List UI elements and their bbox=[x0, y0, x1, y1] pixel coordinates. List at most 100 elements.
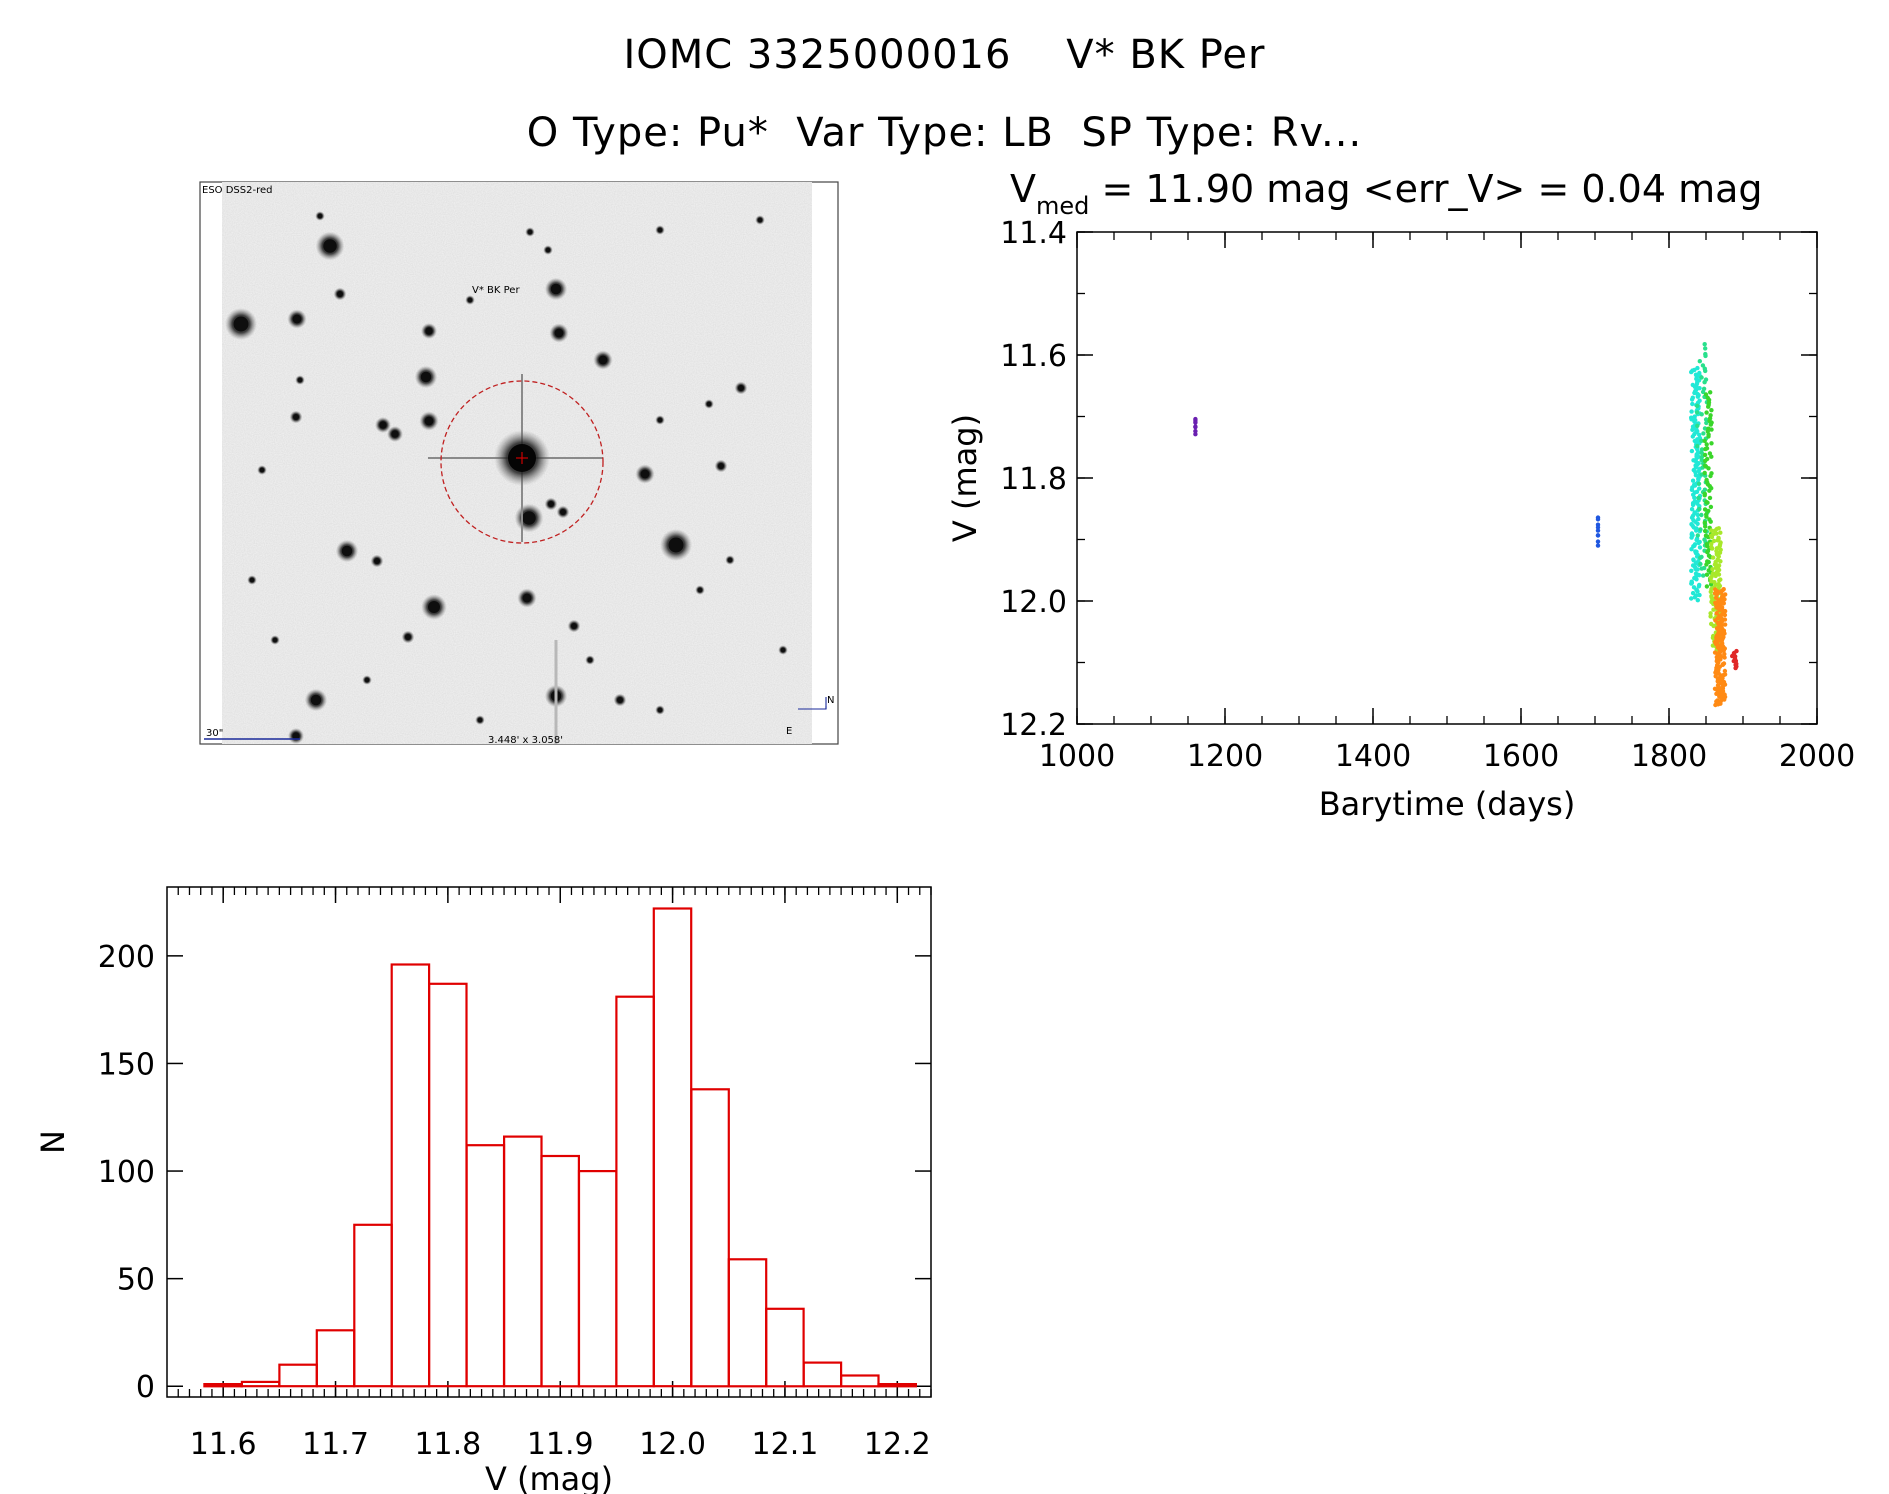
lc-data-point bbox=[1709, 541, 1714, 546]
field-star-core bbox=[292, 314, 302, 324]
lc-data-point bbox=[1689, 568, 1694, 573]
field-star-core bbox=[428, 601, 440, 613]
lc-data-point bbox=[1697, 386, 1702, 391]
hist-bar bbox=[690, 1088, 730, 1388]
lc-data-point bbox=[1693, 473, 1699, 478]
field-star-core bbox=[391, 430, 399, 438]
lc-data-point bbox=[1708, 390, 1713, 395]
field-star-core bbox=[297, 377, 303, 383]
lc-data-point bbox=[1704, 410, 1709, 415]
compass-lines bbox=[798, 697, 827, 710]
lc-data-point bbox=[1692, 595, 1698, 600]
hist-bar bbox=[503, 1135, 543, 1388]
lc-data-point bbox=[1595, 525, 1601, 530]
lc-data-point bbox=[1708, 582, 1714, 587]
field-star-core bbox=[522, 511, 536, 525]
field-star-core bbox=[697, 587, 703, 593]
hist-bar bbox=[353, 1223, 393, 1388]
field-star-core bbox=[560, 509, 566, 515]
lc-data-point bbox=[1704, 584, 1710, 589]
hist-x-tick-label: 12.2 bbox=[864, 1427, 931, 1462]
lc-data-point bbox=[1689, 507, 1695, 512]
lc-data-point bbox=[1704, 420, 1709, 426]
lc-data-point bbox=[1710, 635, 1716, 640]
hist-x-tick-label: 11.7 bbox=[302, 1427, 369, 1462]
lc-data-point bbox=[1696, 584, 1702, 589]
lc-data-point bbox=[1708, 611, 1713, 616]
lc-data-point bbox=[1702, 528, 1708, 534]
lc-y-tick-label: 11.4 bbox=[1000, 216, 1067, 251]
figure-title: IOMC 3325000016 V* BK Per bbox=[623, 32, 1266, 78]
lc-x-tick-label: 1000 bbox=[1039, 739, 1115, 774]
finder-chart: ESO DSS2-red V* BK Per 30" 3.448' x 3.05… bbox=[199, 181, 839, 746]
lc-data-point bbox=[1721, 601, 1727, 606]
lc-data-point bbox=[1703, 446, 1708, 452]
lc-data-point bbox=[1713, 702, 1718, 708]
lc-data-point bbox=[1699, 375, 1704, 380]
lc-data-point bbox=[1698, 561, 1703, 567]
field-star-core bbox=[617, 697, 623, 703]
lc-data-point bbox=[1709, 427, 1714, 432]
hist-bar bbox=[315, 1329, 356, 1388]
compass-n-label: N bbox=[827, 695, 834, 706]
lc-data-point bbox=[1711, 623, 1716, 629]
lc-data-point bbox=[1699, 566, 1704, 571]
lc-data-point bbox=[1703, 353, 1708, 359]
lc-data-point bbox=[1708, 589, 1714, 594]
lc-data-point bbox=[1706, 434, 1711, 439]
lc-data-point bbox=[1696, 481, 1702, 486]
lc-data-point bbox=[1193, 432, 1198, 437]
lc-x-tick-label: 1600 bbox=[1483, 739, 1559, 774]
lc-data-point bbox=[1690, 427, 1695, 432]
hist-bars bbox=[203, 907, 918, 1388]
lc-data-point bbox=[1695, 589, 1700, 594]
lc-data-point bbox=[1709, 534, 1715, 540]
lc-data-point bbox=[1704, 442, 1709, 447]
lc-data-point bbox=[1700, 363, 1706, 368]
lc-data-point bbox=[1690, 434, 1696, 439]
lc-data-point bbox=[1702, 458, 1708, 464]
lc-data-point bbox=[1694, 528, 1699, 533]
lc-data-point bbox=[1690, 478, 1696, 483]
lc-data-point bbox=[1689, 581, 1694, 586]
lc-y-tick-label: 12.2 bbox=[1000, 708, 1067, 743]
lc-x-tick-label: 2000 bbox=[1779, 739, 1855, 774]
lc-data-point bbox=[1711, 607, 1716, 612]
target-marker bbox=[428, 374, 604, 544]
lc-data-point bbox=[1711, 538, 1717, 544]
scale-bar: 30" bbox=[204, 728, 300, 740]
field-star-core bbox=[259, 467, 265, 473]
hist-y-tick-label: 150 bbox=[98, 1047, 155, 1082]
lc-data-point bbox=[1689, 369, 1694, 375]
hist-x-tick-label: 11.8 bbox=[414, 1427, 481, 1462]
lc-data-point bbox=[1696, 516, 1701, 522]
lc-data-point bbox=[1695, 533, 1701, 538]
hist-bar bbox=[652, 907, 693, 1388]
lc-data-point bbox=[1708, 519, 1713, 524]
hist-y-axis-label: N bbox=[34, 1130, 72, 1154]
lc-data-point bbox=[1709, 454, 1714, 459]
lc-x-axis-label: Barytime (days) bbox=[1319, 785, 1576, 823]
lc-data-point bbox=[1703, 368, 1708, 374]
field-stars bbox=[225, 211, 788, 744]
field-star-core bbox=[233, 316, 249, 332]
lc-y-ticks: 11.4 11.6 11.8 12.0 12.2 bbox=[1000, 216, 1817, 743]
lc-data-point bbox=[1705, 429, 1711, 434]
lc-data-point bbox=[1696, 495, 1701, 501]
field-star-core bbox=[310, 694, 322, 706]
lc-data-point bbox=[1697, 573, 1702, 578]
scale-label: 30" bbox=[206, 728, 223, 739]
compass: N E bbox=[786, 695, 834, 737]
lc-data-point bbox=[1710, 546, 1715, 551]
lc-data-point bbox=[1718, 530, 1723, 535]
lc-data-point bbox=[1695, 443, 1700, 449]
lc-data-point bbox=[1733, 665, 1738, 671]
lc-data-point bbox=[1701, 431, 1706, 436]
field-star-core bbox=[706, 401, 712, 407]
lc-data-point bbox=[1697, 592, 1702, 598]
field-star-core bbox=[374, 558, 380, 564]
hist-x-axis-label: V (mag) bbox=[485, 1460, 613, 1494]
lc-data-point bbox=[1710, 567, 1715, 572]
lc-data-point bbox=[1708, 473, 1713, 479]
field-star-core bbox=[548, 501, 554, 507]
